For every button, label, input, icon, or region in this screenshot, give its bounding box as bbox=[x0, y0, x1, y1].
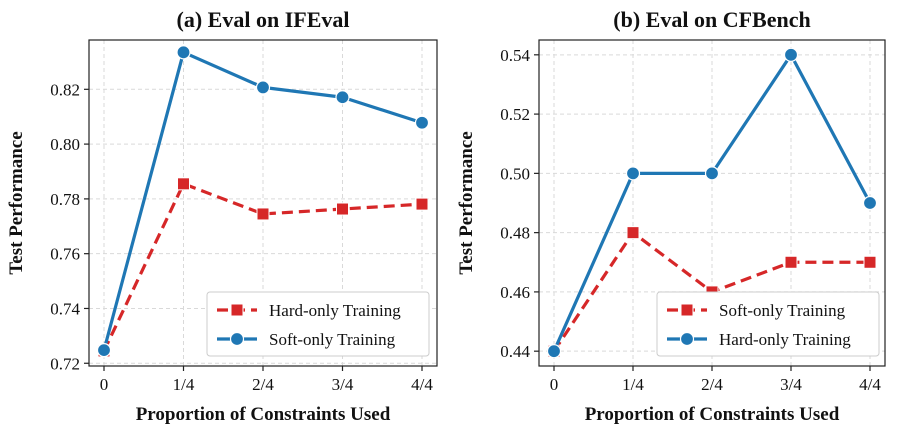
y-tick-label: 0.50 bbox=[500, 164, 530, 183]
data-point-square bbox=[784, 255, 798, 269]
legend: Hard-only Training Soft-only Training bbox=[206, 291, 430, 357]
data-point-square bbox=[626, 226, 640, 240]
y-tick-label: 0.54 bbox=[500, 46, 530, 65]
legend-marker-square bbox=[680, 303, 694, 317]
x-tick-label: 2/4 bbox=[701, 375, 723, 394]
data-point-circle bbox=[862, 195, 878, 211]
data-point-square bbox=[863, 255, 877, 269]
data-point-circle bbox=[783, 47, 799, 62]
x-tick-label: 1/4 bbox=[173, 375, 195, 394]
x-tick-label: 4/4 bbox=[859, 375, 881, 394]
legend-label: Soft-only Training bbox=[719, 301, 846, 320]
y-tick-label: 0.76 bbox=[50, 245, 80, 264]
legend-marker-circle bbox=[229, 331, 245, 347]
data-point-circle bbox=[414, 115, 430, 130]
legend-box bbox=[206, 291, 430, 357]
data-point-square bbox=[256, 207, 270, 221]
x-axis-label: Proportion of Constraints Used bbox=[585, 404, 840, 425]
data-point-square bbox=[415, 197, 429, 211]
x-axis-label: Proportion of Constraints Used bbox=[136, 404, 391, 425]
data-point-square bbox=[177, 177, 190, 191]
data-point-circle bbox=[546, 344, 562, 359]
chart-title: (b) Eval on CFBench bbox=[613, 7, 810, 32]
x-tick-label: 0 bbox=[550, 375, 559, 394]
chart-panel-0: 0 1/4 2/4 3/4 4/4 0.72 0.74 0.76 0.78 0.80 0.82 (a)… bbox=[6, 7, 438, 425]
y-tick-label: 0.48 bbox=[500, 224, 530, 243]
x-tick-label: 3/4 bbox=[332, 375, 354, 394]
chart-panel-1: 0 1/4 2/4 3/4 4/4 0.44 0.46 0.48 0.50 0.52 0.54 (b)… bbox=[456, 7, 886, 425]
legend: Soft-only Training Hard-only Training bbox=[656, 291, 880, 357]
x-tick-label: 3/4 bbox=[780, 375, 802, 394]
chart-title: (a) Eval on IFEval bbox=[177, 7, 350, 32]
data-point-circle bbox=[704, 166, 720, 181]
x-tick-label: 2/4 bbox=[252, 375, 274, 394]
y-tick-label: 0.78 bbox=[50, 190, 80, 209]
legend-label: Hard-only Training bbox=[719, 330, 851, 349]
data-point-circle bbox=[255, 80, 271, 95]
legend-label: Hard-only Training bbox=[269, 301, 401, 320]
legend-box bbox=[656, 291, 880, 357]
data-point-circle bbox=[335, 90, 350, 105]
legend-marker-square bbox=[230, 303, 244, 317]
y-axis-label: Test Performance bbox=[6, 131, 27, 274]
x-tick-label: 4/4 bbox=[411, 375, 433, 394]
x-tick-label: 1/4 bbox=[622, 375, 644, 394]
y-tick-label: 0.44 bbox=[500, 342, 530, 361]
y-tick-label: 0.74 bbox=[50, 299, 80, 318]
x-tick-label: 0 bbox=[100, 375, 109, 394]
y-tick-label: 0.80 bbox=[50, 135, 80, 154]
y-tick-label: 0.46 bbox=[500, 283, 530, 302]
data-point-circle bbox=[176, 45, 191, 60]
data-point-square bbox=[336, 202, 349, 216]
legend-label: Soft-only Training bbox=[269, 330, 396, 349]
data-point-circle bbox=[96, 343, 112, 358]
series-line-0 bbox=[102, 182, 423, 352]
y-axis-label: Test Performance bbox=[456, 131, 477, 274]
y-tick-label: 0.72 bbox=[50, 354, 80, 373]
y-tick-label: 0.52 bbox=[500, 105, 530, 124]
legend-marker-circle bbox=[679, 331, 695, 347]
y-tick-label: 0.82 bbox=[50, 80, 80, 99]
data-point-circle bbox=[625, 166, 641, 181]
